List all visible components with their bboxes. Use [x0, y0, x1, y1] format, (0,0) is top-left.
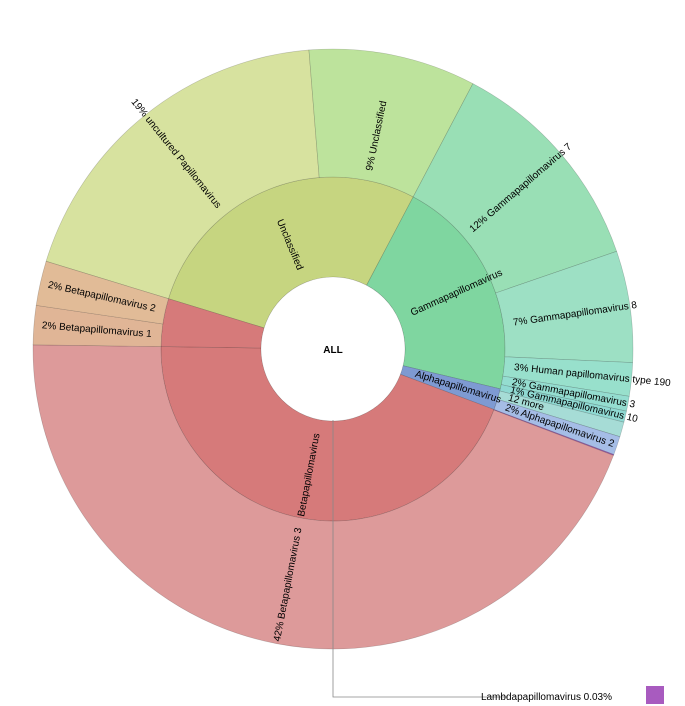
outer-wedge-more12[interactable]: [497, 390, 625, 438]
callout-percent: 0.03%: [584, 692, 612, 703]
outer-ring: [32, 48, 634, 650]
outer-wedge-beta3[interactable]: [32, 344, 614, 650]
callout-label: Lambdapapillomavirus: [481, 692, 581, 703]
outer-wedge-lambda[interactable]: [493, 409, 615, 456]
outer-wedge-uncultured[interactable]: [45, 49, 320, 300]
callout-swatch: [646, 686, 664, 704]
outer-wedge-gamma7[interactable]: [412, 83, 618, 294]
lambda-callout: Lambdapapillomavirus 0.03%: [332, 420, 664, 704]
outer-wedge-unclassified9[interactable]: [308, 48, 474, 198]
inner-ring: [160, 176, 506, 522]
outer-wedge-beta2[interactable]: [35, 260, 169, 325]
outer-wedge-gamma10[interactable]: [499, 384, 627, 423]
callout-leader-line: [332, 420, 508, 698]
center-label: ALL: [323, 345, 342, 356]
outer-wedge-gamma3[interactable]: [500, 375, 630, 412]
outer-wedge-beta1[interactable]: [32, 305, 164, 347]
